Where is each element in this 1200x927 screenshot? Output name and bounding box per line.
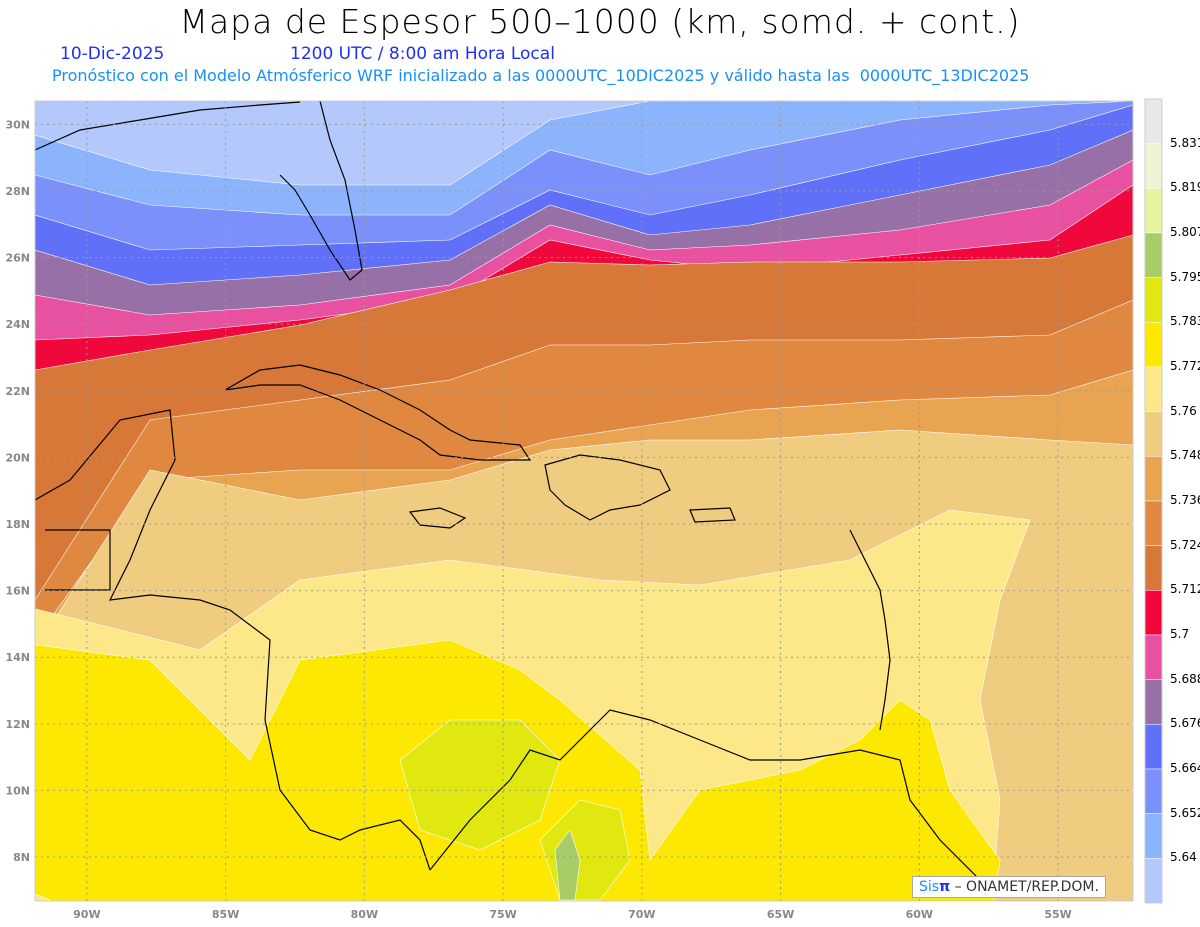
watermark: Sisπ – ONAMET/REP.DOM.: [912, 876, 1106, 898]
colorbar-label: 5.688: [1170, 671, 1200, 686]
colorbar-swatch: [1144, 545, 1163, 591]
lat-tick-label: 12N: [5, 718, 30, 731]
colorbar-label: 5.819: [1170, 180, 1200, 195]
puerto-rico-coast: [689, 507, 736, 523]
lat-tick-label: 14N: [5, 651, 30, 664]
lon-tick-label: 85W: [212, 908, 239, 921]
axis-labels: 90W 85W 80W 75W 70W 65W 60W 55W 8N 10N 12N 14N 16N 18…: [5, 118, 1071, 921]
colorbar-swatch: [1144, 232, 1163, 278]
lon-tick-label: 60W: [906, 908, 933, 921]
colorbar-swatch: [1144, 143, 1163, 189]
forecast-date: 10-Dic-2025: [60, 44, 165, 64]
colorbar-swatch: [1144, 98, 1163, 144]
model-description: Pronóstico con el Modelo Atmósferico WRF…: [52, 66, 1030, 85]
watermark-sis: Sis: [919, 879, 940, 895]
thickness-region: [554, 829, 581, 901]
colorbar-frame: [1144, 98, 1163, 904]
colorbar-swatch: [1144, 322, 1163, 368]
map-frame: [34, 100, 1134, 902]
colorbar-label: 5.712: [1170, 582, 1200, 597]
colorbar-label: 5.76: [1170, 403, 1197, 418]
colorbar-label: 5.664: [1170, 761, 1200, 775]
colorbar-label: 5.807: [1170, 225, 1200, 239]
colorbar-swatch: [1144, 277, 1163, 323]
colorbar: [1144, 98, 1163, 904]
watermark-pi: π: [939, 879, 951, 895]
colorbar-label: 5.831: [1170, 135, 1200, 150]
colorbar-label: 5.676: [1170, 716, 1200, 731]
colorbar-label: 5.772: [1170, 359, 1200, 373]
colorbar-swatch: [1144, 679, 1163, 725]
graticule: [35, 101, 1133, 901]
hispaniola-coast: [544, 454, 671, 521]
lon-tick-label: 90W: [73, 908, 100, 921]
central-america-coast: [35, 409, 431, 871]
lat-tick-label: 28N: [5, 185, 30, 198]
mexico-border: [45, 529, 111, 591]
colorbar-swatch: [1144, 411, 1163, 457]
lat-tick-label: 16N: [5, 585, 30, 598]
thickness-region: [35, 893, 51, 901]
lat-tick-label: 30N: [5, 118, 30, 131]
lon-tick-label: 75W: [489, 908, 516, 921]
colorbar-label: 5.748: [1170, 448, 1200, 463]
lon-tick-label: 65W: [767, 908, 794, 921]
lat-tick-label: 22N: [5, 385, 30, 398]
colorbar-label: 5.783: [1170, 314, 1200, 329]
south-america-coast: [429, 709, 981, 881]
colorbar-swatch: [1144, 366, 1163, 412]
colorbar-swatch: [1144, 188, 1163, 234]
lat-tick-label: 26N: [5, 252, 30, 265]
colorbar-label: 5.7: [1170, 627, 1190, 641]
colorbar-label: 5.64: [1170, 850, 1197, 865]
lon-tick-label: 70W: [628, 908, 655, 921]
colorbar-swatch: [1144, 813, 1163, 859]
lat-tick-label: 18N: [5, 518, 30, 531]
colorbar-swatch: [1144, 768, 1163, 814]
colorbar-swatch: [1144, 724, 1163, 770]
colorbar-swatch: [1144, 590, 1163, 636]
coastlines: [35, 101, 981, 881]
thickness-region: [399, 719, 561, 851]
lat-tick-label: 24N: [5, 318, 30, 331]
colorbar-label: 5.724: [1170, 537, 1200, 552]
lon-tick-label: 80W: [351, 908, 378, 921]
colorbar-swatch: [1144, 500, 1163, 546]
colorbar-swatch: [1144, 456, 1163, 502]
antilles-coast: [849, 529, 891, 731]
watermark-org: – ONAMET/REP.DOM.: [954, 879, 1099, 895]
colorbar-swatch: [1144, 858, 1163, 904]
lat-tick-label: 20N: [5, 451, 30, 464]
cuba-coast: [224, 364, 532, 461]
colorbar-label: 5.736: [1170, 493, 1200, 507]
lon-tick-label: 55W: [1044, 908, 1071, 921]
colorbar-label: 5.795: [1170, 269, 1200, 284]
map-title: Mapa de Espesor 500–1000 (km, somd. + co…: [179, 2, 1021, 41]
jamaica-coast: [408, 507, 467, 529]
lat-tick-label: 8N: [13, 851, 30, 864]
florida-coast: [35, 101, 363, 281]
forecast-time: 1200 UTC / 8:00 am Hora Local: [290, 44, 555, 64]
colorbar-swatch: [1144, 634, 1163, 680]
colorbar-label: 5.652: [1170, 805, 1200, 820]
lat-tick-label: 10N: [5, 784, 30, 797]
